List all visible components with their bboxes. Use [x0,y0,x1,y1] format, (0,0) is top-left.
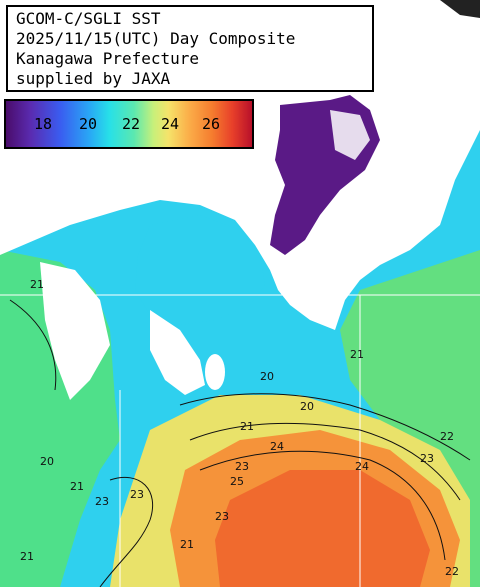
contour-label: 23 [235,460,249,473]
contour-label: 22 [440,430,454,443]
contour-label: 21 [180,538,194,551]
contour-label: 24 [355,460,369,473]
title-region: Kanagawa Prefecture [16,49,200,68]
contour-21-sw [99,476,154,587]
contour-label: 21 [240,420,254,433]
contour-label: 23 [130,488,144,501]
contour-label: 22 [445,565,459,578]
contour-label: 21 [30,278,44,291]
corner-land-dark [440,0,480,18]
contour-24 [199,450,446,561]
contour-label: 20 [40,455,54,468]
title-product: GCOM-C/SGLI SST [16,9,161,28]
contour-label: 20 [300,400,314,413]
legend-tick: 24 [161,115,180,133]
contour-label: 21 [20,550,34,563]
legend-tick: 22 [122,115,141,133]
peninsula-central [150,310,205,395]
color-legend: 18 20 22 24 26 [4,99,254,149]
title-credit: supplied by JAXA [16,69,171,88]
title-box: GCOM-C/SGLI SST 2025/11/15(UTC) Day Comp… [6,5,374,92]
contour-label: 23 [420,452,434,465]
contour-label: 24 [270,440,284,453]
contour-20-w [9,299,57,391]
island-small [205,354,225,390]
title-date: 2025/11/15(UTC) Day Composite [16,29,296,48]
contour-label: 20 [260,370,274,383]
contour-label: 21 [70,480,84,493]
peninsula-west [40,262,110,400]
contour-22 [179,393,471,461]
contour-label: 23 [215,510,229,523]
contour-label: 25 [230,475,244,488]
bay-water [135,215,265,325]
contour-23 [189,422,461,501]
legend-tick: 26 [202,115,221,133]
contour-label: 21 [350,348,364,361]
legend-tick: 18 [34,115,53,133]
legend-tick: 20 [79,115,98,133]
cold-bay-cloud [330,110,370,160]
contour-label: 23 [95,495,109,508]
red-orange-zone [215,470,430,587]
